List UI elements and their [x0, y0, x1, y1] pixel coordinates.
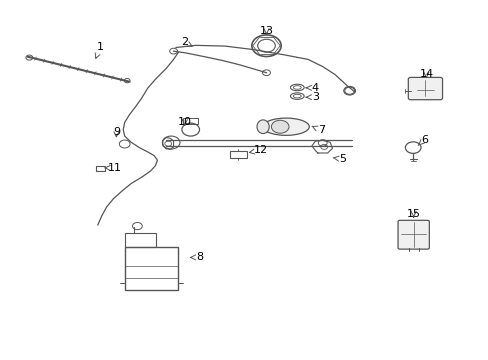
- Text: 11: 11: [104, 163, 121, 173]
- Text: 4: 4: [305, 83, 318, 93]
- Bar: [124, 233, 156, 247]
- Bar: [183, 118, 198, 124]
- Bar: [96, 166, 105, 171]
- Text: 6: 6: [417, 135, 427, 145]
- Bar: [124, 247, 178, 290]
- Text: 10: 10: [178, 117, 191, 127]
- Text: 14: 14: [419, 69, 432, 79]
- Ellipse shape: [262, 118, 308, 135]
- Text: 2: 2: [181, 37, 192, 48]
- Ellipse shape: [257, 120, 269, 134]
- Text: 7: 7: [311, 125, 324, 135]
- Bar: [229, 151, 246, 158]
- Text: 15: 15: [406, 209, 420, 219]
- Text: 12: 12: [249, 145, 267, 156]
- Text: 8: 8: [190, 252, 203, 262]
- Text: 3: 3: [305, 92, 318, 102]
- FancyBboxPatch shape: [397, 220, 428, 249]
- Text: 5: 5: [332, 154, 345, 164]
- FancyBboxPatch shape: [407, 77, 442, 100]
- Text: 9: 9: [113, 127, 120, 138]
- Text: 1: 1: [95, 42, 103, 58]
- Text: 13: 13: [259, 26, 273, 36]
- Circle shape: [271, 120, 288, 133]
